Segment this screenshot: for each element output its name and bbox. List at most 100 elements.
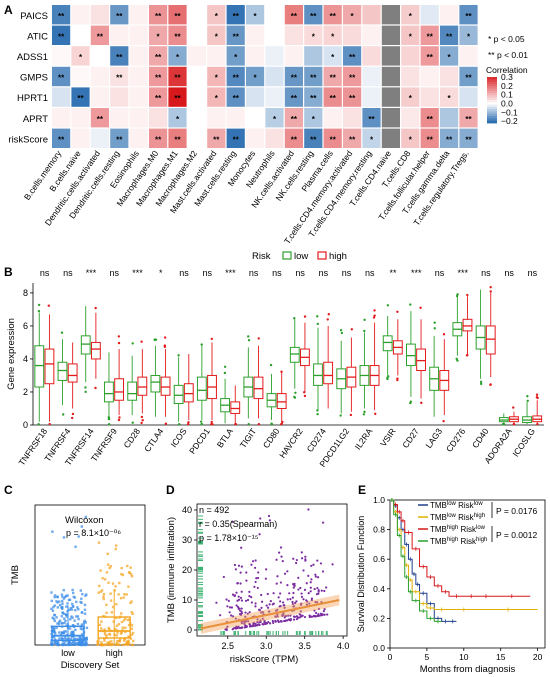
data-point <box>71 605 75 608</box>
heatmap-cell <box>226 46 245 66</box>
outlier-point <box>62 413 65 416</box>
significance-label: ns <box>504 268 514 278</box>
outlier-point <box>386 377 389 381</box>
data-point <box>62 637 65 641</box>
data-point <box>248 625 252 628</box>
data-point <box>291 602 294 606</box>
heatmap-cell <box>440 25 459 45</box>
significance-mark: * <box>273 115 277 124</box>
data-point <box>71 588 74 592</box>
data-point <box>240 599 243 602</box>
data-point <box>283 572 287 575</box>
heatmap-cell <box>420 25 439 45</box>
outlier-point <box>94 306 97 310</box>
data-point <box>118 581 121 585</box>
data-point <box>103 633 107 636</box>
data-point <box>97 638 100 641</box>
data-point <box>130 633 134 636</box>
sig-note: * p < 0.05 <box>488 34 525 44</box>
heatmap-cell <box>343 87 362 107</box>
legend-swatch <box>487 102 497 105</box>
data-point <box>314 615 318 618</box>
data-point <box>245 579 248 582</box>
significance-mark: ** <box>349 94 356 103</box>
outlier-point <box>269 363 273 367</box>
data-point <box>69 606 73 610</box>
data-point <box>105 634 108 637</box>
data-point <box>246 598 250 602</box>
heatmap-cell <box>149 66 168 87</box>
y-tick-label: 0.0 <box>373 643 385 653</box>
outlier-point <box>140 340 143 343</box>
y-axis-label: TMB (immune infiltration) <box>166 517 177 623</box>
data-point <box>120 572 123 576</box>
significance-mark: ** <box>155 74 162 83</box>
data-point <box>123 637 126 641</box>
data-point <box>127 623 131 627</box>
box <box>382 335 393 352</box>
panel-e-survival: 0.0 0.2 0.4 0.6 0.8 1.0 0 5 10 15 20 Survival Distr… <box>356 495 546 675</box>
data-point <box>227 599 230 602</box>
heatmap-cell <box>343 5 362 25</box>
box <box>137 376 148 396</box>
heatmap-cell <box>284 128 303 148</box>
data-point <box>275 558 278 561</box>
heatmap-cell <box>71 66 90 87</box>
data-point <box>81 638 84 641</box>
data-point <box>323 607 326 611</box>
data-point <box>124 643 128 646</box>
data-point <box>254 559 257 562</box>
data-point <box>239 613 242 617</box>
heatmap-cell <box>71 5 90 25</box>
data-point <box>240 546 243 549</box>
data-point <box>268 603 271 606</box>
heatmap-cell <box>149 46 168 66</box>
data-point <box>75 641 78 645</box>
x-tick-label: 0 <box>388 652 393 662</box>
x-tick-label: 15 <box>496 652 506 662</box>
outlier-point <box>433 327 436 330</box>
data-point <box>69 618 72 621</box>
data-point <box>83 619 86 623</box>
data-point <box>114 585 117 588</box>
heatmap-cell <box>168 108 187 128</box>
data-point <box>239 571 242 574</box>
data-point <box>105 603 108 607</box>
data-point <box>110 611 114 614</box>
data-point <box>234 627 238 630</box>
data-point <box>61 612 65 615</box>
box <box>80 335 91 355</box>
outlier-point <box>48 422 51 426</box>
data-point <box>309 590 312 593</box>
significance-mark: ** <box>155 94 162 103</box>
outlier-point <box>199 420 203 423</box>
data-point <box>295 558 298 562</box>
data-point <box>235 625 238 628</box>
heatmap-cell <box>187 128 206 148</box>
outlier-point <box>536 396 539 400</box>
annotation: Wilcoxon <box>65 515 104 526</box>
annotation: r = 0.35(Spearman) <box>199 519 277 529</box>
outlier-point <box>118 416 121 419</box>
significance-mark: * <box>312 115 316 124</box>
heatmap-cell <box>90 66 109 87</box>
data-point <box>291 596 294 599</box>
data-point <box>84 643 87 647</box>
data-point <box>261 617 264 620</box>
data-point <box>259 517 262 520</box>
data-point <box>107 581 110 584</box>
data-point <box>274 620 277 623</box>
legend-swatch <box>487 104 497 108</box>
row-label: riskScore <box>8 134 48 145</box>
data-point <box>108 640 111 644</box>
heatmap-cell <box>343 46 362 66</box>
data-point <box>305 603 309 606</box>
heatmap-cell <box>90 108 109 128</box>
significance-mark: * <box>157 32 161 41</box>
significance-label: *** <box>457 268 468 278</box>
panel-c-boxplot: TMB Wilcoxon p = 8.1×10⁻⁰⁶ low high Discovery… <box>10 504 146 671</box>
y-tick-label: 1.0 <box>373 495 385 505</box>
heatmap-cell <box>52 46 71 66</box>
row-label: ADSS1 <box>17 52 48 63</box>
outlier-point <box>466 353 469 357</box>
